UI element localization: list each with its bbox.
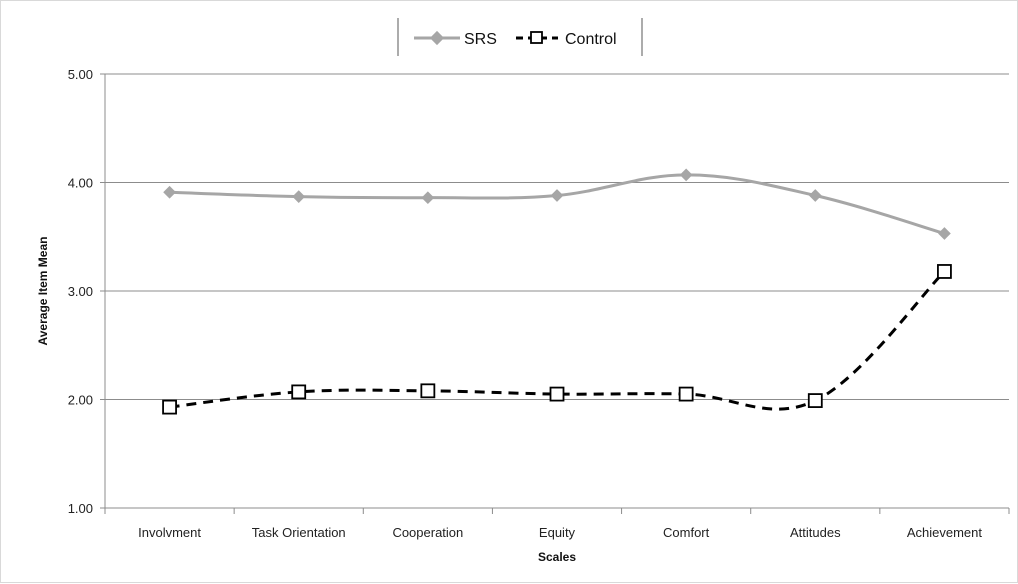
legend: SRS Control (397, 18, 643, 56)
x-tick-label: Involvment (138, 525, 201, 540)
x-tick-label: Cooperation (392, 525, 463, 540)
x-tick-labels: Involvment Task Orientation Cooperation Equ… (138, 525, 982, 540)
y-tick-label: 1.00 (68, 501, 93, 516)
data-point-srs (938, 227, 951, 240)
data-point-control (807, 393, 823, 408)
series-control (162, 264, 952, 415)
x-tick-label: Equity (539, 525, 576, 540)
y-tick-label: 4.00 (68, 176, 93, 191)
x-tick-label: Attitudes (790, 525, 841, 540)
x-axis-title: Scales (538, 550, 576, 564)
y-tick-labels: 1.00 2.00 3.00 4.00 5.00 (68, 67, 93, 516)
data-point-srs (421, 191, 435, 205)
y-tick-label: 3.00 (68, 284, 93, 299)
axes (104, 74, 1009, 509)
legend-control-marker (530, 31, 543, 44)
series-srs (163, 168, 951, 240)
y-tick-label: 2.00 (68, 393, 93, 408)
x-tick-label: Achievement (907, 525, 983, 540)
y-axis-title: Average Item Mean (36, 237, 50, 346)
x-tick-label: Comfort (663, 525, 710, 540)
series (162, 168, 952, 415)
data-point-srs (679, 168, 693, 182)
data-point-srs (550, 189, 564, 202)
data-point-srs (292, 190, 306, 203)
data-point-control (549, 386, 565, 402)
x-tick-label: Task Orientation (252, 525, 346, 540)
data-point-srs (808, 189, 822, 202)
data-point-control (162, 399, 177, 415)
legend-srs-marker (429, 30, 445, 46)
data-point-control (291, 384, 307, 400)
gridlines (100, 73, 1010, 514)
data-point-control (678, 386, 694, 402)
legend-srs-label: SRS (464, 31, 497, 48)
legend-control-label: Control (565, 31, 617, 48)
series-line-srs (169, 173, 945, 235)
data-point-control (420, 383, 436, 399)
data-point-control (937, 264, 952, 279)
y-tick-label: 5.00 (68, 67, 93, 82)
data-point-srs (163, 185, 176, 199)
